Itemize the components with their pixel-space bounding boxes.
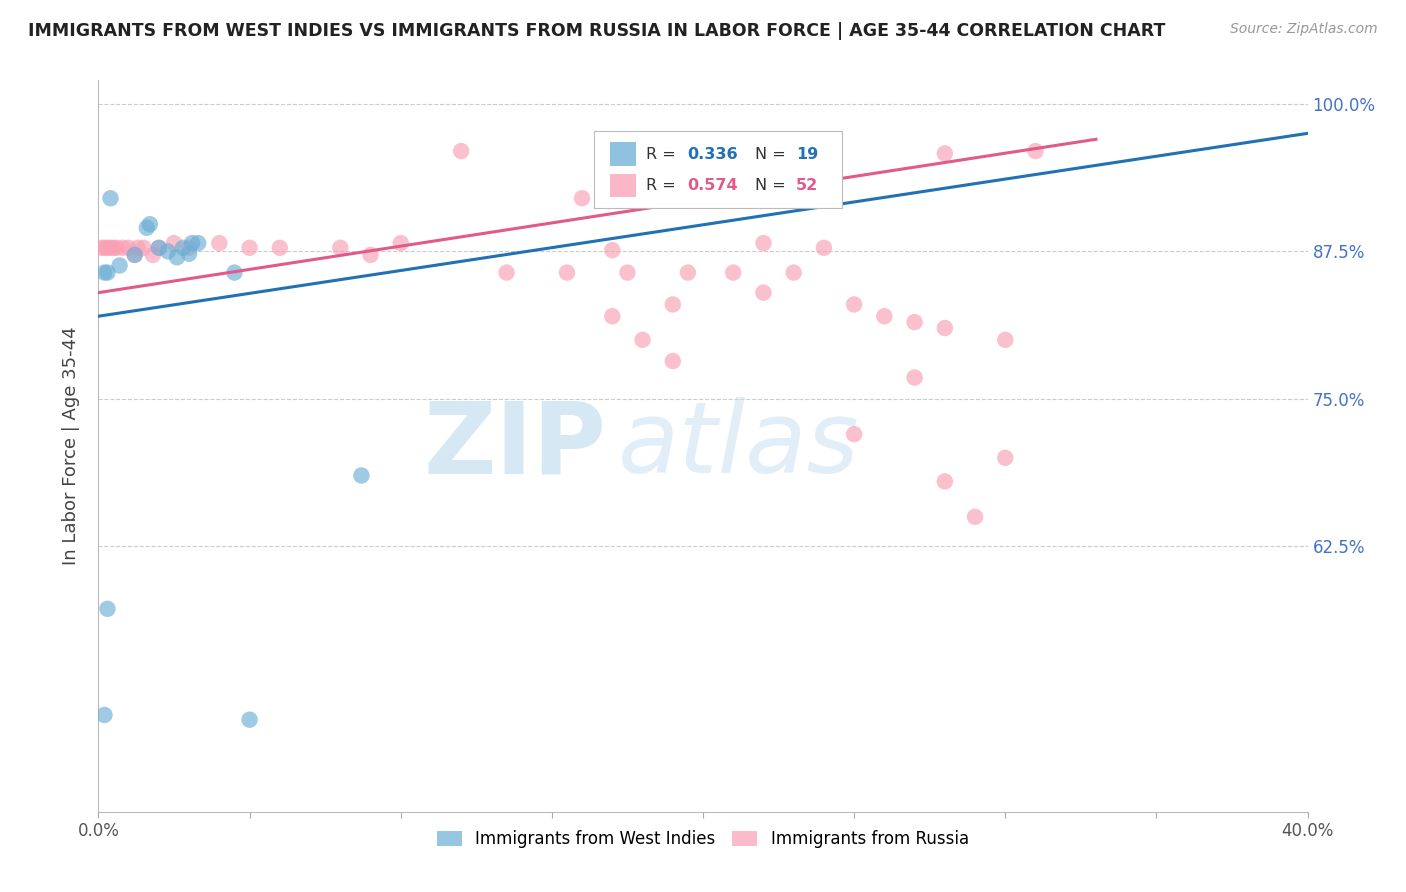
Point <box>148 241 170 255</box>
Point <box>752 236 775 251</box>
Point <box>172 241 194 255</box>
Point <box>100 241 122 255</box>
Point <box>813 241 835 255</box>
Point <box>239 241 262 255</box>
Text: N =: N = <box>755 146 790 161</box>
Point <box>661 354 683 368</box>
Point <box>148 241 170 255</box>
Point <box>90 241 112 255</box>
Point <box>132 241 155 255</box>
Point <box>269 241 291 255</box>
Text: 0.574: 0.574 <box>688 178 738 193</box>
Point <box>329 241 352 255</box>
Point <box>166 250 188 264</box>
Point <box>631 144 654 158</box>
Point <box>96 241 118 255</box>
Point <box>127 241 149 255</box>
Point <box>1024 144 1046 158</box>
Text: atlas: atlas <box>619 398 860 494</box>
Point <box>103 241 125 255</box>
Point <box>934 146 956 161</box>
Point <box>135 220 157 235</box>
Point <box>224 266 246 280</box>
Point <box>208 236 231 251</box>
Point <box>96 266 118 280</box>
Text: 0.336: 0.336 <box>688 146 738 161</box>
Point <box>692 146 714 161</box>
Point <box>142 248 165 262</box>
Point <box>156 244 179 259</box>
Point <box>187 236 209 251</box>
Point <box>495 266 517 280</box>
Y-axis label: In Labor Force | Age 35-44: In Labor Force | Age 35-44 <box>62 326 80 566</box>
Point <box>179 241 201 255</box>
Bar <box>610 174 637 197</box>
Point <box>994 450 1017 465</box>
Point <box>783 266 806 280</box>
Point <box>163 236 186 251</box>
Point <box>100 191 122 205</box>
Point <box>118 241 141 255</box>
Point <box>676 266 699 280</box>
Point <box>93 241 115 255</box>
Point <box>616 266 638 280</box>
Text: R =: R = <box>647 146 681 161</box>
Text: ZIP: ZIP <box>423 398 606 494</box>
Point <box>555 266 578 280</box>
Point <box>181 236 204 251</box>
Point <box>602 243 624 257</box>
Point <box>723 266 745 280</box>
Text: IMMIGRANTS FROM WEST INDIES VS IMMIGRANTS FROM RUSSIA IN LABOR FORCE | AGE 35-44: IMMIGRANTS FROM WEST INDIES VS IMMIGRANT… <box>28 22 1166 40</box>
FancyBboxPatch shape <box>595 131 842 208</box>
Point <box>389 236 412 251</box>
Point <box>934 475 956 489</box>
Point <box>124 248 146 262</box>
Text: R =: R = <box>647 178 681 193</box>
Point <box>661 297 683 311</box>
Point <box>631 333 654 347</box>
Point <box>360 248 382 262</box>
Text: N =: N = <box>755 178 790 193</box>
Text: 19: 19 <box>796 146 818 161</box>
Point <box>111 241 134 255</box>
Point <box>108 259 131 273</box>
Bar <box>610 143 637 166</box>
Point <box>239 713 262 727</box>
Point <box>904 315 927 329</box>
Text: Source: ZipAtlas.com: Source: ZipAtlas.com <box>1230 22 1378 37</box>
Point <box>752 285 775 300</box>
Point <box>904 370 927 384</box>
Legend: Immigrants from West Indies, Immigrants from Russia: Immigrants from West Indies, Immigrants … <box>430 823 976 855</box>
Point <box>96 602 118 616</box>
Point <box>93 708 115 723</box>
Point <box>965 509 987 524</box>
Point <box>93 266 115 280</box>
Text: 52: 52 <box>796 178 818 193</box>
Point <box>994 333 1017 347</box>
Point <box>350 468 373 483</box>
Point <box>139 217 162 231</box>
Point <box>844 297 866 311</box>
Point <box>602 310 624 324</box>
Point <box>752 144 775 158</box>
Point <box>571 191 593 205</box>
Point <box>450 144 472 158</box>
Point <box>179 246 201 260</box>
Point <box>934 321 956 335</box>
Point <box>873 310 896 324</box>
Point <box>124 248 146 262</box>
Point <box>105 241 128 255</box>
Point <box>844 427 866 442</box>
